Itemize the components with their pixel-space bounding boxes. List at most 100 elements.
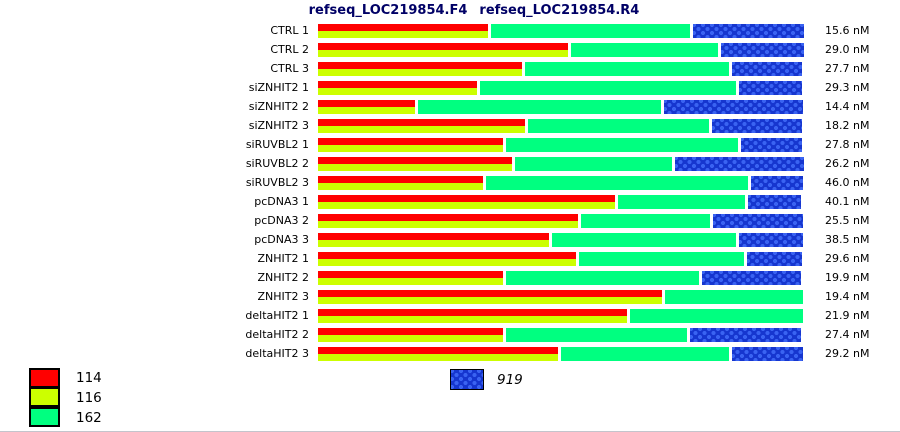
segment-114 [318,81,477,88]
segment-162 [552,233,736,247]
segment-114 [318,271,503,278]
plot-title-r4: refseq_LOC219854.R4 [479,3,640,18]
bar-row: siRUVBL2 1 27.8 nM [0,138,869,157]
segment-162 [665,290,803,304]
bar-row: CTRL 1 15.6 nM [0,24,869,43]
segment-919 [732,62,802,76]
row-label: ZNHIT2 2 [257,271,310,284]
bar-track [318,195,803,209]
segment-114-116 [318,233,549,247]
segment-116 [318,164,512,171]
row-concentration: 27.4 nM [825,328,870,341]
segment-116 [318,69,522,76]
segment-116 [318,354,558,361]
segment-919 [747,252,802,266]
row-concentration: 27.7 nM [825,62,870,75]
row-concentration: 29.0 nM [825,43,870,56]
segment-114-116 [318,309,627,323]
legend-label: 114 [76,370,102,386]
bar-row: deltaHIT2 1 21.9 nM [0,309,869,328]
segment-162 [579,252,744,266]
bar-track [318,138,803,152]
segment-114-116 [318,195,615,209]
bar-track [318,271,803,285]
bar-track [318,157,804,171]
segment-114 [318,176,483,183]
segment-114-116 [318,252,576,266]
bar-row: ZNHIT2 3 19.4 nM [0,290,869,309]
bar-track [318,100,803,114]
segment-162 [618,195,745,209]
segment-919 [675,157,804,171]
segment-919 [741,138,802,152]
segment-114-116 [318,157,512,171]
segment-114 [318,157,512,164]
row-label: siRUVBL2 2 [245,157,309,170]
bar-row: deltaHIT2 3 29.2 nM [0,347,869,366]
segment-919 [712,119,802,133]
segment-114 [318,62,522,69]
bar-row: ZNHIT2 1 29.6 nM [0,252,869,271]
row-concentration: 27.8 nM [825,138,870,151]
bar-track [318,81,803,95]
segment-114 [318,100,415,107]
bar-row: CTRL 3 27.7 nM [0,62,869,81]
row-concentration: 26.2 nM [825,157,870,170]
bar-track [318,233,803,247]
row-concentration: 21.9 nM [825,309,870,322]
segment-114 [318,252,576,259]
segment-919 [748,195,801,209]
row-concentration: 29.3 nM [825,81,870,94]
segment-162 [506,138,738,152]
bar-track [318,24,804,38]
bar-track [318,62,803,76]
legend-item: 114 [29,368,102,388]
bar-track [318,309,803,323]
legend-item: 162 [29,407,102,428]
segment-919 [693,24,804,38]
bar-row: siZNHIT2 3 18.2 nM [0,119,869,138]
row-concentration: 38.5 nM [825,233,870,246]
segment-919 [702,271,801,285]
segment-162 [571,43,718,57]
segment-116 [318,240,549,247]
bar-row: siZNHIT2 1 29.3 nM [0,81,869,100]
segment-114-116 [318,328,503,342]
segment-116 [318,221,578,228]
segment-114-116 [318,100,415,114]
bar-row: siZNHIT2 2 14.4 nM [0,100,869,119]
row-label: deltaHIT2 1 [245,309,309,322]
bar-row: CTRL 2 29.0 nM [0,43,869,62]
row-label: ZNHIT2 1 [257,252,310,265]
segment-116 [318,145,503,152]
segment-116 [318,88,477,95]
segment-919 [721,43,804,57]
bar-track [318,43,804,57]
segment-116 [318,335,503,342]
row-label: deltaHIT2 2 [245,328,309,341]
row-label: siZNHIT2 3 [248,119,309,132]
row-concentration: 25.5 nM [825,214,870,227]
legend-919: 919 [450,369,523,390]
segment-919 [739,81,802,95]
segment-114-116 [318,119,525,133]
segment-116 [318,202,615,209]
legend-label: 162 [76,410,102,426]
segment-116 [318,259,576,266]
segment-114-116 [318,214,578,228]
segment-162 [581,214,710,228]
bar-track [318,119,803,133]
bar-row: siRUVBL2 2 26.2 nM [0,157,869,176]
segment-162 [418,100,661,114]
bar-track [318,290,803,304]
row-concentration: 46.0 nM [825,176,870,189]
row-concentration: 19.9 nM [825,271,870,284]
segment-162 [630,309,803,323]
segment-114-116 [318,81,477,95]
bar-track [318,328,803,342]
segment-162 [528,119,709,133]
bar-track [318,214,803,228]
segment-114 [318,290,662,297]
segment-919 [739,233,803,247]
legend-item: 116 [29,387,102,408]
